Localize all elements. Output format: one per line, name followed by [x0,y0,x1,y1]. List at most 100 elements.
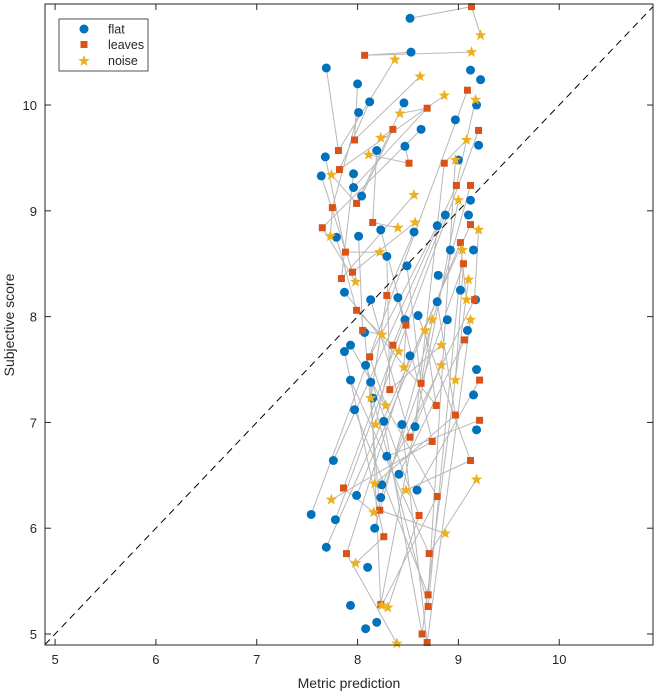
leaves-point [423,104,431,112]
noise-point [456,244,469,255]
flat-point [432,221,442,231]
connector-line [354,76,421,141]
legend-flat-label: flat [108,23,125,37]
flat-point [405,351,415,361]
leaves-point [466,456,474,464]
noise-point [409,216,421,228]
leaves-point [405,159,413,167]
connector-line [471,6,482,36]
flat-point [465,65,475,75]
leaves-point [334,147,342,155]
connector-line [330,174,357,204]
identity-reference-line [44,6,654,645]
leaves-point [476,416,484,424]
flat-point [361,360,371,370]
flat-point [346,340,356,350]
leaves-point [376,506,384,514]
leaves-point [318,224,326,232]
flat-point [382,251,392,261]
connector-line [398,339,465,475]
connector-line [369,356,387,406]
connector-line [350,379,430,554]
flat-point [352,490,362,500]
connector-line [427,160,456,595]
flat-point [440,210,450,220]
flat-point [432,297,442,307]
flat-point [472,425,482,435]
flat-point [321,542,331,552]
noise-point [464,313,477,325]
leaves-point [369,218,377,226]
leaves-point [339,484,347,492]
connector-line [401,424,428,643]
flat-point [346,375,356,385]
noise-point [394,107,406,119]
flat-point [346,600,356,610]
leaves-point [451,411,459,419]
connector-line [399,107,428,114]
noise-point [419,324,431,336]
legend-leaves-icon [80,41,88,48]
noise-point [474,29,487,41]
connector-line [381,299,475,486]
y-tick-label: 5 [30,627,37,642]
flat-point [462,325,472,335]
connector-line [325,67,339,151]
flat-point [450,115,460,125]
flat-point [320,152,330,162]
legend-leaves-label: leaves [108,38,144,52]
y-tick-label: 8 [30,310,37,325]
x-tick-label: 8 [354,652,361,667]
flat-point [394,469,404,479]
connector-line [320,175,354,273]
connector-line [355,536,385,564]
leaves-point [460,336,468,344]
noise-point [438,89,450,101]
noise-point [449,154,462,165]
connector-line [416,379,481,491]
connector-lines [310,6,482,644]
y-tick-label: 6 [30,521,37,536]
connector-line [454,263,464,381]
leaves-point [353,306,361,314]
noise-point [439,527,451,539]
leaves-point [415,512,423,520]
noise-point [349,557,362,568]
connector-line [331,112,360,208]
axes-box [44,3,654,646]
connector-line [379,509,446,534]
legend-noise-icon [78,55,90,66]
connector-line [361,129,394,197]
noise-point [369,477,381,489]
flat-point [379,416,389,426]
connector-line [331,441,433,501]
connector-line [386,231,415,296]
flat-point [363,562,373,572]
flat-point [357,191,367,201]
noise-point [465,46,478,57]
flat-point [306,509,316,519]
flat-point [350,405,360,415]
connector-line [332,185,457,461]
leaves-point [402,321,410,329]
connector-line [417,315,471,461]
flat-point [469,390,479,400]
flat-point [354,231,364,241]
noise-point [393,345,405,357]
x-tick-label: 10 [552,652,566,667]
noise-point [426,313,438,325]
noise-point [414,70,426,82]
leaves-point [418,630,426,638]
flat-point [353,79,363,89]
noise-point [324,230,337,242]
flat-point [433,270,443,280]
y-tick-label: 9 [30,204,37,219]
x-tick-label: 7 [253,652,260,667]
connector-line [392,214,446,346]
leaves-point [341,248,349,256]
flat-point [330,515,340,525]
flat-point [476,75,486,85]
flat-point [382,451,392,461]
connector-line [364,51,472,56]
